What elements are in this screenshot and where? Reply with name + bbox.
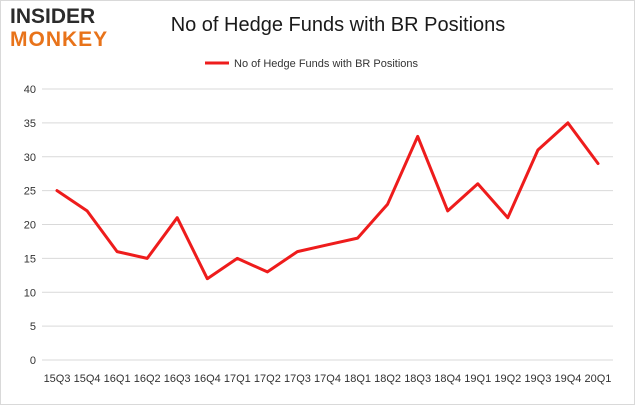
data-point bbox=[536, 148, 540, 152]
chart-title: No of Hedge Funds with BR Positions bbox=[170, 14, 506, 36]
x-tick-label: 15Q4 bbox=[74, 373, 101, 385]
data-point bbox=[176, 216, 179, 219]
logo-line-1: INSIDER bbox=[10, 5, 96, 28]
x-tick-label: 16Q3 bbox=[164, 373, 191, 385]
data-point bbox=[476, 182, 479, 186]
data-point bbox=[115, 250, 119, 253]
y-tick-label: 35 bbox=[24, 118, 36, 130]
x-tick-label: 19Q1 bbox=[464, 373, 491, 385]
y-tick-label: 40 bbox=[24, 84, 36, 96]
legend: No of Hedge Funds with BR Positions bbox=[205, 58, 419, 70]
series-group bbox=[55, 121, 600, 281]
y-axis-ticks: 0 5 10 15 20 25 30 35 40 bbox=[24, 84, 36, 367]
series-line bbox=[55, 121, 600, 281]
data-point bbox=[446, 209, 449, 213]
x-tick-label: 19Q2 bbox=[494, 373, 521, 385]
x-tick-label: 18Q1 bbox=[344, 373, 371, 385]
legend-label: No of Hedge Funds with BR Positions bbox=[234, 58, 419, 70]
data-point bbox=[596, 162, 600, 165]
y-tick-label: 30 bbox=[24, 152, 36, 164]
x-tick-label: 18Q4 bbox=[434, 373, 461, 385]
data-point bbox=[506, 216, 510, 219]
y-tick-label: 25 bbox=[24, 186, 36, 198]
grid-lines bbox=[42, 88, 613, 361]
x-tick-label: 16Q4 bbox=[194, 373, 221, 385]
data-point bbox=[206, 277, 209, 280]
x-tick-label: 15Q3 bbox=[44, 373, 71, 385]
x-tick-label: 20Q1 bbox=[585, 373, 612, 385]
x-tick-label: 17Q3 bbox=[284, 373, 311, 385]
y-tick-label: 15 bbox=[24, 253, 36, 265]
data-point bbox=[326, 243, 329, 247]
x-tick-label: 16Q1 bbox=[104, 373, 131, 385]
data-point bbox=[236, 257, 239, 260]
x-tick-label: 17Q4 bbox=[314, 373, 341, 385]
data-point bbox=[266, 270, 269, 274]
x-tick-label: 17Q1 bbox=[224, 373, 251, 385]
x-tick-label: 19Q4 bbox=[554, 373, 581, 385]
data-point bbox=[386, 202, 389, 206]
y-tick-label: 10 bbox=[24, 287, 36, 299]
data-point bbox=[416, 135, 419, 138]
data-point bbox=[296, 250, 299, 253]
x-tick-label: 18Q3 bbox=[404, 373, 431, 385]
y-tick-label: 5 bbox=[30, 321, 36, 333]
x-axis-ticks: 15Q3 15Q4 16Q1 16Q2 16Q3 16Q4 17Q1 17Q2 17Q3 17Q4… bbox=[44, 373, 612, 385]
y-tick-label: 20 bbox=[24, 220, 36, 232]
x-tick-label: 17Q2 bbox=[254, 373, 281, 385]
data-point bbox=[356, 236, 359, 240]
data-point bbox=[85, 209, 89, 213]
y-tick-label: 0 bbox=[30, 355, 36, 367]
x-tick-label: 19Q3 bbox=[524, 373, 551, 385]
data-point bbox=[566, 121, 570, 125]
insider-monkey-logo: INSIDER MONKEY bbox=[10, 6, 118, 50]
x-tick-label: 16Q2 bbox=[134, 373, 161, 385]
data-point bbox=[55, 189, 59, 192]
data-point bbox=[145, 257, 149, 260]
x-tick-label: 18Q2 bbox=[374, 373, 401, 385]
logo-line-2: MONKEY bbox=[10, 28, 109, 51]
